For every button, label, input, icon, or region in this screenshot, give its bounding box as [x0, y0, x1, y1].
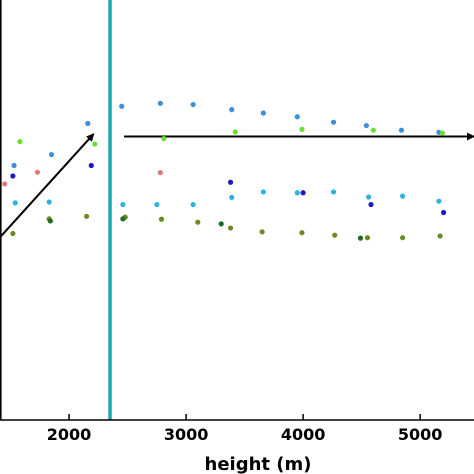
data-point [161, 136, 167, 142]
data-point [10, 173, 16, 179]
data-point [48, 151, 55, 158]
data-point [363, 122, 369, 129]
data-point [12, 200, 18, 206]
data-point [440, 209, 447, 216]
x-tick-label: 3000 [164, 425, 209, 444]
data-point [227, 225, 234, 231]
data-point [195, 219, 201, 225]
data-point [299, 126, 305, 132]
data-point [332, 232, 338, 238]
data-point [2, 181, 8, 187]
data-point [84, 213, 90, 219]
data-point [92, 141, 98, 147]
data-point [157, 100, 163, 106]
data-point [120, 216, 126, 222]
data-point [294, 190, 300, 196]
data-point [229, 194, 235, 200]
data-point [17, 138, 23, 145]
data-point [299, 230, 305, 236]
data-point [294, 114, 300, 120]
data-point [232, 129, 238, 135]
data-point [366, 194, 372, 200]
data-point [259, 229, 265, 235]
data-point [88, 162, 94, 169]
data-point [10, 230, 16, 237]
data-point [400, 235, 406, 241]
data-point [260, 110, 266, 116]
data-point [364, 235, 371, 241]
data-point [370, 127, 376, 133]
data-point [157, 170, 163, 176]
data-point [34, 169, 41, 175]
data-point [330, 119, 337, 125]
x-tick-label: 2000 [47, 425, 92, 444]
data-point [46, 199, 52, 205]
data-point [227, 179, 234, 185]
x-axis-label: height (m) [205, 454, 312, 474]
x-axis-ticks: 2000 3000 4000 5000 [47, 414, 443, 444]
data-point [154, 201, 160, 208]
data-point [119, 103, 125, 109]
data-point [398, 127, 405, 133]
data-point [439, 130, 445, 136]
data-point [47, 218, 53, 224]
data-point [190, 201, 196, 208]
data-point [330, 189, 337, 195]
data-point [85, 120, 91, 127]
data-point [368, 201, 374, 208]
data-point [300, 190, 306, 196]
x-tick-label: 4000 [281, 425, 326, 444]
data-point [260, 189, 266, 195]
data-point [229, 107, 235, 113]
data-point [158, 216, 165, 222]
x-tick-label: 5000 [398, 425, 443, 444]
plot-area [0, 0, 474, 421]
data-point [436, 198, 442, 204]
trend-arrow-1 [0, 133, 95, 238]
data-point [190, 101, 196, 108]
data-point [437, 233, 443, 239]
data-point [357, 235, 364, 241]
data-point [400, 193, 406, 199]
data-point [11, 162, 17, 169]
data-point [218, 221, 224, 227]
data-point [120, 201, 126, 208]
